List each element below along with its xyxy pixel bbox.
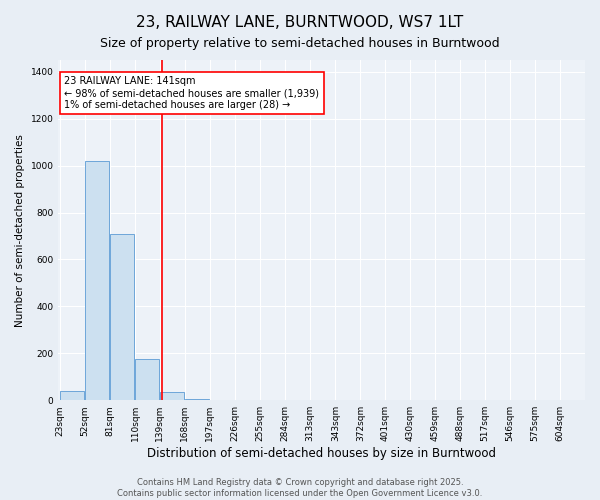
Bar bbox=[160, 392, 184, 400]
Bar bbox=[60, 391, 85, 400]
Bar bbox=[110, 234, 134, 400]
Text: Size of property relative to semi-detached houses in Burntwood: Size of property relative to semi-detach… bbox=[100, 38, 500, 51]
X-axis label: Distribution of semi-detached houses by size in Burntwood: Distribution of semi-detached houses by … bbox=[147, 447, 496, 460]
Text: 23 RAILWAY LANE: 141sqm
← 98% of semi-detached houses are smaller (1,939)
1% of : 23 RAILWAY LANE: 141sqm ← 98% of semi-de… bbox=[64, 76, 319, 110]
Bar bbox=[135, 359, 159, 400]
Bar bbox=[185, 398, 209, 400]
Y-axis label: Number of semi-detached properties: Number of semi-detached properties bbox=[15, 134, 25, 326]
Bar bbox=[85, 161, 109, 400]
Text: Contains HM Land Registry data © Crown copyright and database right 2025.
Contai: Contains HM Land Registry data © Crown c… bbox=[118, 478, 482, 498]
Text: 23, RAILWAY LANE, BURNTWOOD, WS7 1LT: 23, RAILWAY LANE, BURNTWOOD, WS7 1LT bbox=[136, 15, 464, 30]
